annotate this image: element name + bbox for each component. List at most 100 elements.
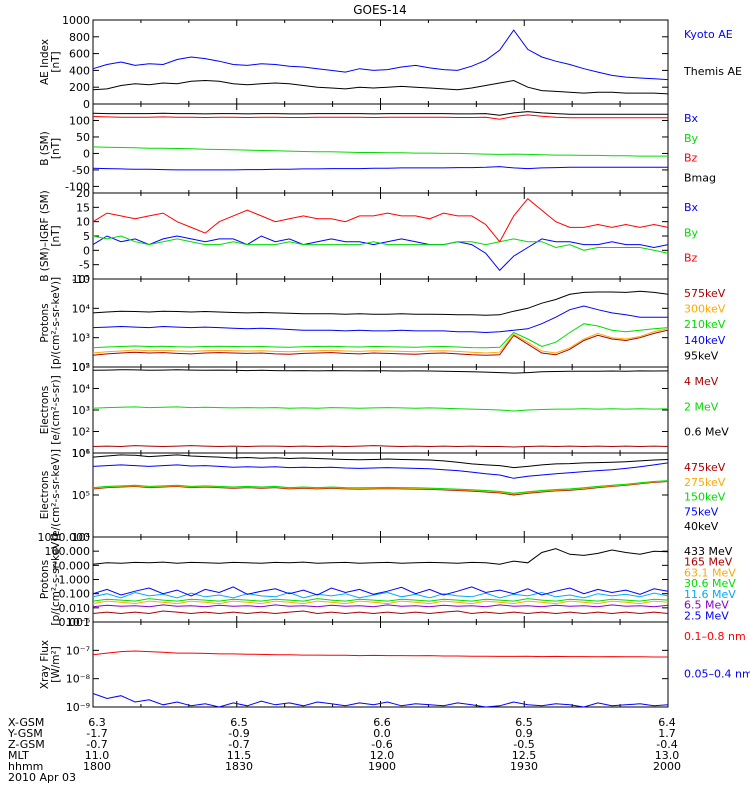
footer-value: 0.0 <box>373 727 391 740</box>
footer-value: -0.6 <box>371 738 392 751</box>
y-tick-label: 10⁻⁶ <box>66 616 91 629</box>
y-tick-label: 10 <box>76 216 90 229</box>
y-tick-label: 600 <box>69 48 90 61</box>
legend-entry: By <box>684 226 699 239</box>
y-axis-label: Electrons <box>39 471 51 520</box>
y-axis-label: [p/(cm²-s-sr-keV)] <box>50 533 62 625</box>
y-tick-label: 10⁴ <box>72 383 91 396</box>
footer-value: 13.0 <box>655 749 680 762</box>
legend-entry: 2 MeV <box>684 400 719 413</box>
series-line <box>92 146 668 157</box>
y-axis-label: [W/m²] <box>50 646 62 683</box>
legend-entry: 40keV <box>684 520 719 533</box>
footer-value: 1830 <box>225 760 253 773</box>
series-line <box>92 462 669 479</box>
series-line <box>92 305 668 334</box>
y-axis-label: [nT] <box>50 138 62 159</box>
y-tick-label: 10³ <box>72 332 90 345</box>
plot-date: 2010 Apr 03 <box>8 771 76 784</box>
legend-entry: 6.5 MeV <box>684 599 729 612</box>
footer-value: -1.7 <box>86 727 107 740</box>
panel-5: 10¹ 10² 10³ 10⁴ 10⁵ Electrons [e/(cm²-s-sr)] 4 … <box>39 361 729 460</box>
legend-entry: 11.6 MeV <box>684 588 736 601</box>
y-tick-label: 0 <box>83 147 90 160</box>
legend-entry: 4 MeV <box>684 375 719 388</box>
legend-entry: 475keV <box>684 461 726 474</box>
series-line <box>92 693 669 708</box>
series-line <box>92 598 669 602</box>
y-axis-label: [nT] <box>50 225 62 246</box>
series-line <box>92 610 669 615</box>
footer-value: 6.5 <box>230 716 248 729</box>
y-tick-label: 200 <box>69 81 90 94</box>
footer-value: 12.0 <box>370 749 395 762</box>
series-line <box>92 235 669 254</box>
y-tick-label: 0 <box>83 98 90 111</box>
y-axis-label: [nT] <box>50 51 62 72</box>
series-line <box>92 369 669 374</box>
y-tick-label: 50 <box>76 131 90 144</box>
y-axis-label: [e/(cm²-s-sr-keV)] <box>50 449 62 541</box>
series-line <box>92 197 669 243</box>
y-tick-label: -5 <box>79 259 90 272</box>
y-tick-label: 20 <box>76 187 90 200</box>
series-line <box>92 323 669 349</box>
footer-value: 2000 <box>653 760 681 773</box>
legend-entry: 433 MeV <box>684 545 733 558</box>
y-axis-label: Xray Flux <box>39 640 51 689</box>
y-tick-label: 10⁵ <box>72 273 90 286</box>
panel-6: 10⁴ 10⁵ 10⁶ Electrons [e/(cm²-s-sr-keV)] 475k… <box>39 447 726 544</box>
footer-value: 11.0 <box>85 749 110 762</box>
y-axis-label: AE Index <box>39 39 51 85</box>
y-tick-label: -50 <box>72 164 90 177</box>
series-line <box>92 548 669 565</box>
series-line <box>92 600 669 605</box>
legend-entry: 140keV <box>684 334 726 347</box>
footer-row-label: MLT <box>8 749 29 762</box>
y-tick-label: -10 <box>72 273 90 286</box>
footer-value: 1900 <box>368 760 396 773</box>
y-tick-label: 5 <box>83 230 90 243</box>
legend-entry: Bz <box>684 152 698 165</box>
y-tick-label: 100 <box>69 114 90 127</box>
y-tick-label: 10⁻⁸ <box>66 673 91 686</box>
y-axis-label: B (SM) <box>39 131 51 165</box>
series-line <box>92 406 669 412</box>
series-line <box>92 586 669 597</box>
footer-value: 1800 <box>83 760 111 773</box>
panel-frame <box>92 19 669 105</box>
series-line <box>92 480 669 495</box>
legend-entry: Bmag <box>684 171 716 184</box>
legend-entry: 75keV <box>684 505 719 518</box>
footer-value: 6.4 <box>658 716 676 729</box>
series-line <box>92 166 668 171</box>
y-axis-label: B (SM)–IGRF (SM) <box>39 190 51 282</box>
y-tick-label: 0 <box>83 244 90 257</box>
y-tick-label: 10³ <box>72 404 90 417</box>
y-tick-label: 0.010 <box>59 602 91 615</box>
footer-value: -0.7 <box>86 738 107 751</box>
footer-row-label: Z-GSM <box>8 738 45 751</box>
legend-entry: Kyoto AE <box>684 28 733 41</box>
footer-value: 1930 <box>510 760 538 773</box>
y-tick-label: 10⁴ <box>72 302 91 315</box>
legend-entry: 0.1–0.8 nm <box>684 630 746 643</box>
y-axis-label: [e/(cm²-s-sr)] <box>50 375 62 444</box>
legend-entry: 63.1 MeV <box>684 566 736 579</box>
legend-entry: 210keV <box>684 318 726 331</box>
y-axis-label: Protons <box>39 303 51 342</box>
legend-entry: 275keV <box>684 476 726 489</box>
legend-entry: 165 MeV <box>684 556 733 569</box>
panel-frame <box>92 452 669 538</box>
legend-entry: 0.6 MeV <box>684 426 729 439</box>
series-line <box>92 650 668 658</box>
legend-entry: 575keV <box>684 287 726 300</box>
panel-frame <box>92 366 669 454</box>
footer-value: 0.9 <box>515 727 533 740</box>
y-tick-label: 15 <box>76 201 90 214</box>
y-tick-label: 10² <box>72 361 90 374</box>
y-tick-label: 1000 <box>62 14 90 27</box>
panel-4: 10² 10³ 10⁴ 10⁵ Protons [p/(cm²-s-sr-keV)] 575… <box>39 273 726 374</box>
